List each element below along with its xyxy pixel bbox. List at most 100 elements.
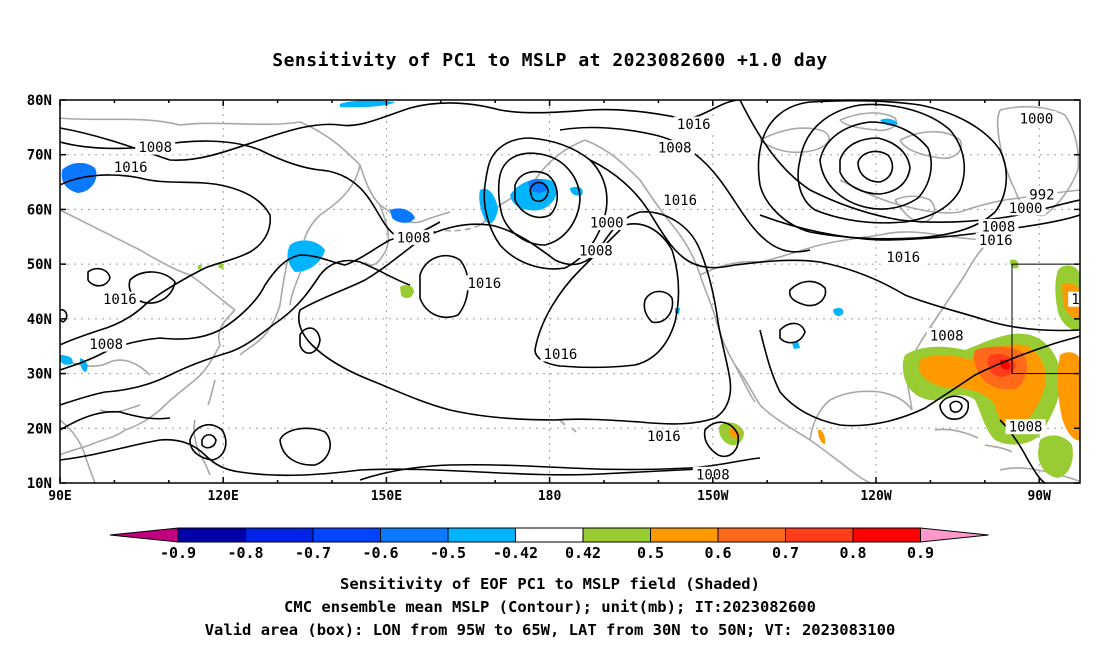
contour-label-bg [393,229,434,245]
contour-label-bg [99,291,140,307]
colorbar-under-triangle [109,527,179,543]
caption-valid-area: Valid area (box): LON from 95W to 65W, L… [204,621,896,639]
contour-label: 1000 [590,216,624,232]
colorbar-segment [380,527,449,543]
coastlines [60,105,1080,483]
colorbar-label: -0.9 [160,544,196,562]
contour-label-bg [975,232,1016,248]
longitude-labels: 90E120E150E180150W120W90W60W [48,489,1051,504]
colorbar-label: 0.8 [839,544,866,562]
contour-label-bg [135,139,176,155]
contour-label-bg [692,466,733,482]
contour-label-bg [575,243,616,259]
latitude-labels: 80N 70N 60N 50N 40N 30N 20N 10N [27,93,52,492]
contour-label-bg [1005,419,1046,435]
contour-label: 1016 [114,160,148,176]
colorbar-label: -0.7 [295,544,331,562]
contour-label-bg [540,346,581,362]
contour-label: 1000 [1009,201,1043,217]
contour-label: 1016 [886,250,920,266]
colorbar-segment [447,527,516,543]
contour-label: 1016 [663,193,697,209]
colorbar-segment [852,527,921,543]
axis-ticks [59,99,1080,484]
contour-label: 1016 [647,429,681,445]
contour-label-bg [883,249,924,265]
lon-label: 180 [538,489,562,504]
contour-label-bg [1016,111,1057,127]
contour-label-bg [660,192,701,208]
grid-lines [60,100,1080,483]
lat-label: 70N [27,148,52,164]
contour-label: 1008 [930,328,964,344]
lat-label: 80N [27,93,52,109]
colorbar-label: 0.7 [772,544,799,562]
contour-label: 1000 [1020,112,1054,128]
colorbar-segment [785,527,854,543]
contour-label-bg [110,159,151,175]
colorbar: -0.9 -0.8 -0.7 -0.6 -0.5 -0.42 0.42 0.5 0.6 0.7 0.… [109,527,989,562]
colorbar-segment [245,527,314,543]
colorbar-label: -0.5 [430,544,466,562]
contour-label-bg [1068,291,1080,307]
map-title: Sensitivity of PC1 to MSLP at 2023082600… [272,50,828,71]
lat-label: 10N [27,476,52,492]
contour-label: 1008 [138,140,172,156]
contour-label: 1008 [982,219,1016,235]
lat-label: 50N [27,257,52,273]
colorbar-segment [582,527,651,543]
contour-label-bg [654,140,695,156]
colorbar-label: -0.42 [493,544,538,562]
contour-label-bg [926,327,967,343]
contour-label-bg [1026,187,1058,203]
contour-label-bg [978,218,1019,234]
caption-shading: Sensitivity of EOF PC1 to MSLP field (Sh… [340,575,760,593]
contour-label: 1008 [397,230,431,246]
contour-label: 1008 [1009,420,1043,436]
colorbar-label: 0.9 [907,544,934,562]
contour-label-bg [586,215,627,231]
colorbar-segment [177,527,246,543]
lon-label: 90E [48,489,71,504]
contour-label: 1008 [696,467,730,483]
lon-label: 90W [1027,489,1051,504]
colorbar-segment [650,527,719,543]
map-frame [59,99,1081,484]
contour-label: 1016 [677,117,711,133]
contour-label: 1008 [658,141,692,157]
valid-area-box [1011,263,1080,375]
colorbar-segment [717,527,786,543]
contour-label-bg [643,428,684,444]
contour-label: 992 [1029,188,1054,204]
contour-label-bg [464,275,505,291]
contour-label-bg [1005,200,1046,216]
lat-label: 30N [27,367,52,383]
contour-label: 1008 [89,337,123,353]
contour-label: 1016 [979,233,1013,249]
lat-label: 40N [27,312,52,328]
colorbar-label: 0.6 [704,544,731,562]
contour-label: 1016 [103,292,137,308]
lon-label: 150E [371,489,402,504]
lon-label: 150W [697,489,728,504]
lat-label: 20N [27,421,52,437]
colorbar-segment [312,527,381,543]
caption-contour: CMC ensemble mean MSLP (Contour); unit(m… [284,598,816,616]
contour-label: 1016 [467,276,501,292]
lat-label: 60N [27,202,52,218]
contour-label: 1008 [579,244,613,260]
colorbar-over-triangle [920,527,989,543]
lon-label: 120E [208,489,239,504]
colorbar-label: 0.5 [637,544,664,562]
colorbar-label: -0.6 [362,544,398,562]
contour-label-bg [673,116,714,132]
contour-label: 1016 [1071,292,1100,308]
colorbar-label: -0.8 [227,544,263,562]
contour-label: 1016 [544,347,578,363]
colorbar-label: 0.42 [565,544,601,562]
colorbar-segment [515,527,584,543]
lon-label: 120W [860,489,891,504]
contour-label-bg [86,336,127,352]
